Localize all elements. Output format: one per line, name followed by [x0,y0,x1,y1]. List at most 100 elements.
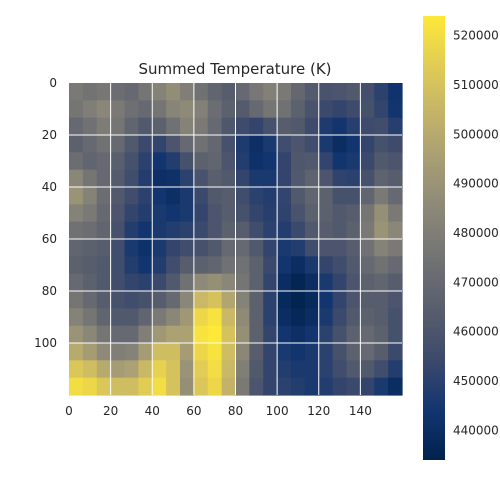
heatmap-cell [304,152,320,171]
heatmap-cell [69,204,84,223]
heatmap-cell [332,135,348,153]
colorbar-tick-label: 490000 [453,177,499,191]
heatmap-cell [249,291,264,309]
heatmap-cell [82,256,98,275]
heatmap-cell [249,325,264,344]
heatmap-cell [110,239,126,257]
heatmap-cell [277,239,292,257]
heatmap-cell [124,273,139,292]
heatmap-cell [96,377,112,396]
heatmap-cell [291,343,306,361]
heatmap-cell [193,360,209,379]
heatmap-cell [263,221,278,240]
heatmap-cell [180,325,195,344]
heatmap-cell [110,204,126,223]
heatmap-cell [332,360,348,379]
heatmap-cell [152,256,167,275]
heatmap-cell [166,256,181,275]
x-tick-label: 100 [266,404,289,418]
heatmap-cell [180,343,195,361]
heatmap-cell [82,221,98,240]
heatmap-cell [388,343,403,361]
x-tick-label: 60 [186,404,201,418]
heatmap-cell [360,117,375,136]
heatmap-cell [374,343,389,361]
heatmap-cell [193,256,209,275]
heatmap-cell [235,83,250,101]
heatmap-cell [110,135,126,153]
heatmap-cell [110,117,126,136]
heatmap-cell [110,187,126,205]
heatmap-cell [360,308,375,327]
x-tick-label: 20 [103,404,118,418]
heatmap-cell [304,291,320,309]
x-tick-label: 80 [228,404,243,418]
heatmap-cell [221,169,237,188]
heatmap-cell [374,273,389,292]
heatmap-cell [166,221,181,240]
heatmap-cell [96,343,112,361]
heatmap-cell [304,239,320,257]
heatmap-cell [235,325,250,344]
heatmap-cell [138,325,153,344]
heatmap-cell [346,83,361,101]
heatmap-cell [318,204,334,223]
heatmap-cell [138,273,153,292]
heatmap-cell [221,325,237,344]
heatmap-cell [82,117,98,136]
heatmap-cell [207,256,223,275]
heatmap-cell [152,360,167,379]
heatmap-cell [193,308,209,327]
x-axis: 0 20 40 60 80 100 120 140 [65,404,372,418]
colorbar-tick-label: 500000 [453,127,499,141]
heatmap-cell [166,291,181,309]
heatmap-cell [235,152,250,171]
heatmap-cell [96,360,112,379]
heatmap-cell [221,256,237,275]
heatmap-cell [388,239,403,257]
heatmap-cell [193,204,209,223]
heatmap-cell [82,291,98,309]
heatmap-cell [138,377,153,396]
heatmap-cell [388,273,403,292]
heatmap-cell [69,308,84,327]
heatmap-cell [166,169,181,188]
heatmap-cell [96,221,112,240]
heatmap-cell [110,377,126,396]
heatmap-cell [318,169,334,188]
heatmap-cell [346,221,361,240]
heatmap-cell [69,100,84,119]
heatmap-cell [138,221,153,240]
heatmap-cell [96,135,112,153]
heatmap-cell [374,117,389,136]
heatmap-cell [346,273,361,292]
heatmap-cell [346,135,361,153]
heatmap-cell [360,152,375,171]
grid-lines [69,83,402,395]
heatmap-cell [69,360,84,379]
heatmap-cell [332,343,348,361]
heatmap-cell [304,360,320,379]
heatmap-cell [124,135,139,153]
heatmap-cell [110,83,126,101]
heatmap-cell [124,325,139,344]
heatmap-cell [96,100,112,119]
colorbar-tick-label: 440000 [453,423,499,437]
heatmap-cell [152,204,167,223]
heatmap-cell [388,308,403,327]
heatmap-cell [388,83,403,101]
heatmap-cell [249,239,264,257]
heatmap-cell [263,256,278,275]
heatmap-cell [291,83,306,101]
heatmap-cell [374,169,389,188]
heatmap-cell [360,360,375,379]
heatmap-cell [291,187,306,205]
heatmap-cell [152,273,167,292]
heatmap-cell [360,239,375,257]
colorbar-gradient [423,16,445,460]
heatmap-cell [110,152,126,171]
heatmap-cell [124,169,139,188]
heatmap-cell [360,135,375,153]
heatmap-cell [374,308,389,327]
heatmap-cell [374,83,389,101]
